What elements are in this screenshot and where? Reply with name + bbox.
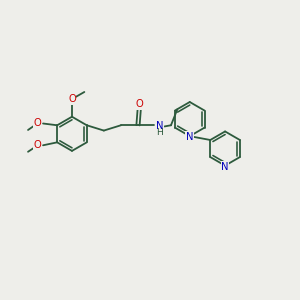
Text: O: O [34, 140, 42, 150]
Text: O: O [135, 99, 143, 109]
Text: O: O [34, 118, 42, 128]
Text: N: N [156, 122, 163, 131]
Text: O: O [68, 94, 76, 104]
Text: N: N [221, 162, 229, 172]
Text: H: H [156, 128, 163, 137]
Text: N: N [186, 132, 194, 142]
